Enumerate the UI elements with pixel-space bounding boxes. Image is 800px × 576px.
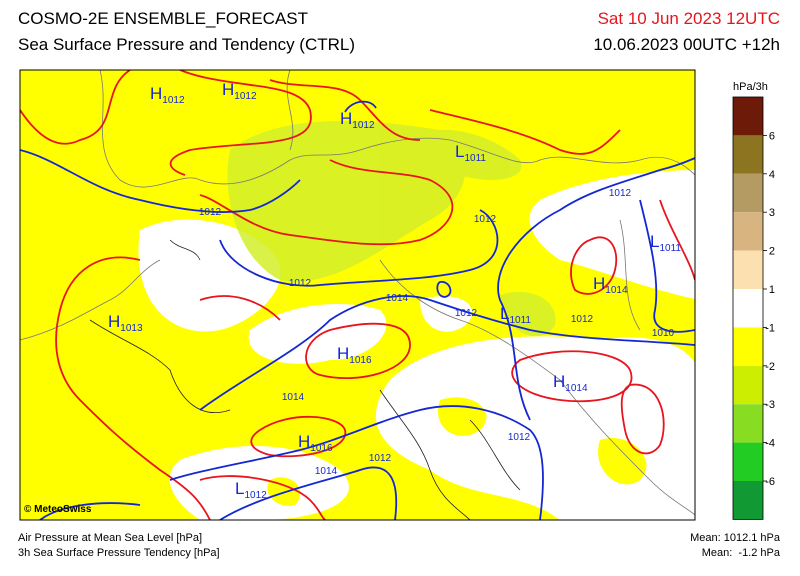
center-value: 1011 <box>659 243 681 254</box>
colorbar-tick-label: 3 <box>769 207 775 219</box>
pressure-center: H1014 <box>553 372 588 394</box>
center-value: 1012 <box>244 490 267 501</box>
colorbar-segment <box>733 327 763 366</box>
credit: © MeteoSwiss <box>24 504 92 515</box>
center-value: 1016 <box>349 355 372 366</box>
footer-mean: Mean: 1012.1 hPa <box>690 532 781 544</box>
center-value: 1013 <box>120 323 143 334</box>
center-value: 1014 <box>605 285 628 296</box>
colorbar-segment <box>733 212 763 251</box>
center-letter: L <box>235 479 244 498</box>
pressure-center: L1012 <box>235 479 267 501</box>
map-frame <box>19 69 696 521</box>
colorbar-segment <box>733 97 763 136</box>
center-letter: H <box>222 80 234 99</box>
center-letter: L <box>455 142 464 161</box>
colorbar-tick-label: -3 <box>765 399 775 411</box>
isobar-label: 1012 <box>199 207 222 218</box>
colorbar-segment <box>733 404 763 443</box>
colorbar-segment <box>733 442 763 481</box>
isobar-label: 1014 <box>315 466 338 477</box>
center-letter: H <box>553 372 565 391</box>
pressure-center: H1016 <box>298 432 333 454</box>
isobar-label: 1010 <box>652 328 675 339</box>
footer-mean: Mean: -1.2 hPa <box>702 547 781 559</box>
pressure-center: L1011 <box>500 304 531 326</box>
map-labels: H1012H1012H1012L1011L1011H1014H1013L1011… <box>108 80 681 501</box>
pressure-center: H1013 <box>108 312 143 334</box>
center-value: 1011 <box>464 153 486 164</box>
footer-field: Air Pressure at Mean Sea Level [hPa] <box>18 532 202 544</box>
coastlines <box>89 239 521 520</box>
colorbar-tick-label: -6 <box>765 476 775 488</box>
center-value: 1012 <box>234 91 257 102</box>
colorbar-segment <box>733 173 763 213</box>
isobar-label: 1012 <box>508 432 531 443</box>
colorbar-segment <box>733 481 763 520</box>
pressure-center: H1014 <box>593 274 628 296</box>
center-letter: H <box>337 344 349 363</box>
center-letter: H <box>298 432 310 451</box>
center-letter: H <box>340 109 352 128</box>
pressure-center: H1016 <box>337 344 372 366</box>
center-letter: H <box>593 274 605 293</box>
colorbar-segment <box>733 289 763 328</box>
colorbar-frame <box>732 96 764 520</box>
isobar-label: 1012 <box>474 214 497 225</box>
colorbar-tick-label: 6 <box>769 130 775 142</box>
center-value: 1012 <box>162 95 185 106</box>
pressure-center: L1011 <box>455 142 486 164</box>
isobar-label: 1012 <box>571 314 594 325</box>
isobar-label: 1012 <box>455 308 478 319</box>
title: COSMO-2E ENSEMBLE_FORECAST <box>18 9 308 28</box>
borders <box>20 70 695 516</box>
footer-field: 3h Sea Surface Pressure Tendency [hPa] <box>18 547 220 559</box>
tendency-contours <box>20 70 695 520</box>
run-time: 10.06.2023 00UTC +12h <box>593 35 780 54</box>
isobar-label: 1012 <box>609 188 632 199</box>
colorbar-segment <box>733 135 763 174</box>
center-value: 1011 <box>509 315 531 326</box>
colorbar-segment <box>733 250 763 289</box>
colorbar-tick-label: 4 <box>769 169 775 181</box>
isobar-label: 1014 <box>282 392 305 403</box>
center-letter: H <box>108 312 120 331</box>
pressure-center: H1012 <box>150 84 185 106</box>
legend-unit: hPa/3h <box>733 81 768 93</box>
isobars <box>20 100 695 520</box>
tendency-negative-patches <box>267 397 647 506</box>
isobar-label: 1014 <box>386 293 409 304</box>
pressure-center: H1012 <box>222 80 257 102</box>
subtitle: Sea Surface Pressure and Tendency (CTRL) <box>18 35 355 54</box>
pressure-center: L1011 <box>650 232 681 254</box>
center-value: 1012 <box>352 120 375 131</box>
colorbar-segment <box>733 365 763 405</box>
isobar-label: 1012 <box>289 278 312 289</box>
colorbar-tick-label: 2 <box>769 246 775 258</box>
colorbar: 6 4 3 2 1 -1 -2 -3 -4 -6 <box>732 96 775 520</box>
colorbar-tick-label: -4 <box>765 438 775 450</box>
center-letter: H <box>150 84 162 103</box>
colorbar-tick-label: -1 <box>765 322 775 334</box>
colorbar-tick-label: 1 <box>769 284 775 296</box>
valid-time: Sat 10 Jun 2023 12UTC <box>598 9 780 28</box>
map: H1012H1012H1012L1011L1011H1014H1013L1011… <box>20 70 695 520</box>
center-value: 1016 <box>310 443 333 454</box>
pressure-center: H1012 <box>340 109 375 131</box>
center-value: 1014 <box>565 383 588 394</box>
center-letter: L <box>500 304 509 323</box>
isobar-label: 1012 <box>369 453 392 464</box>
colorbar-tick-label: -2 <box>765 361 775 373</box>
center-letter: L <box>650 232 659 251</box>
